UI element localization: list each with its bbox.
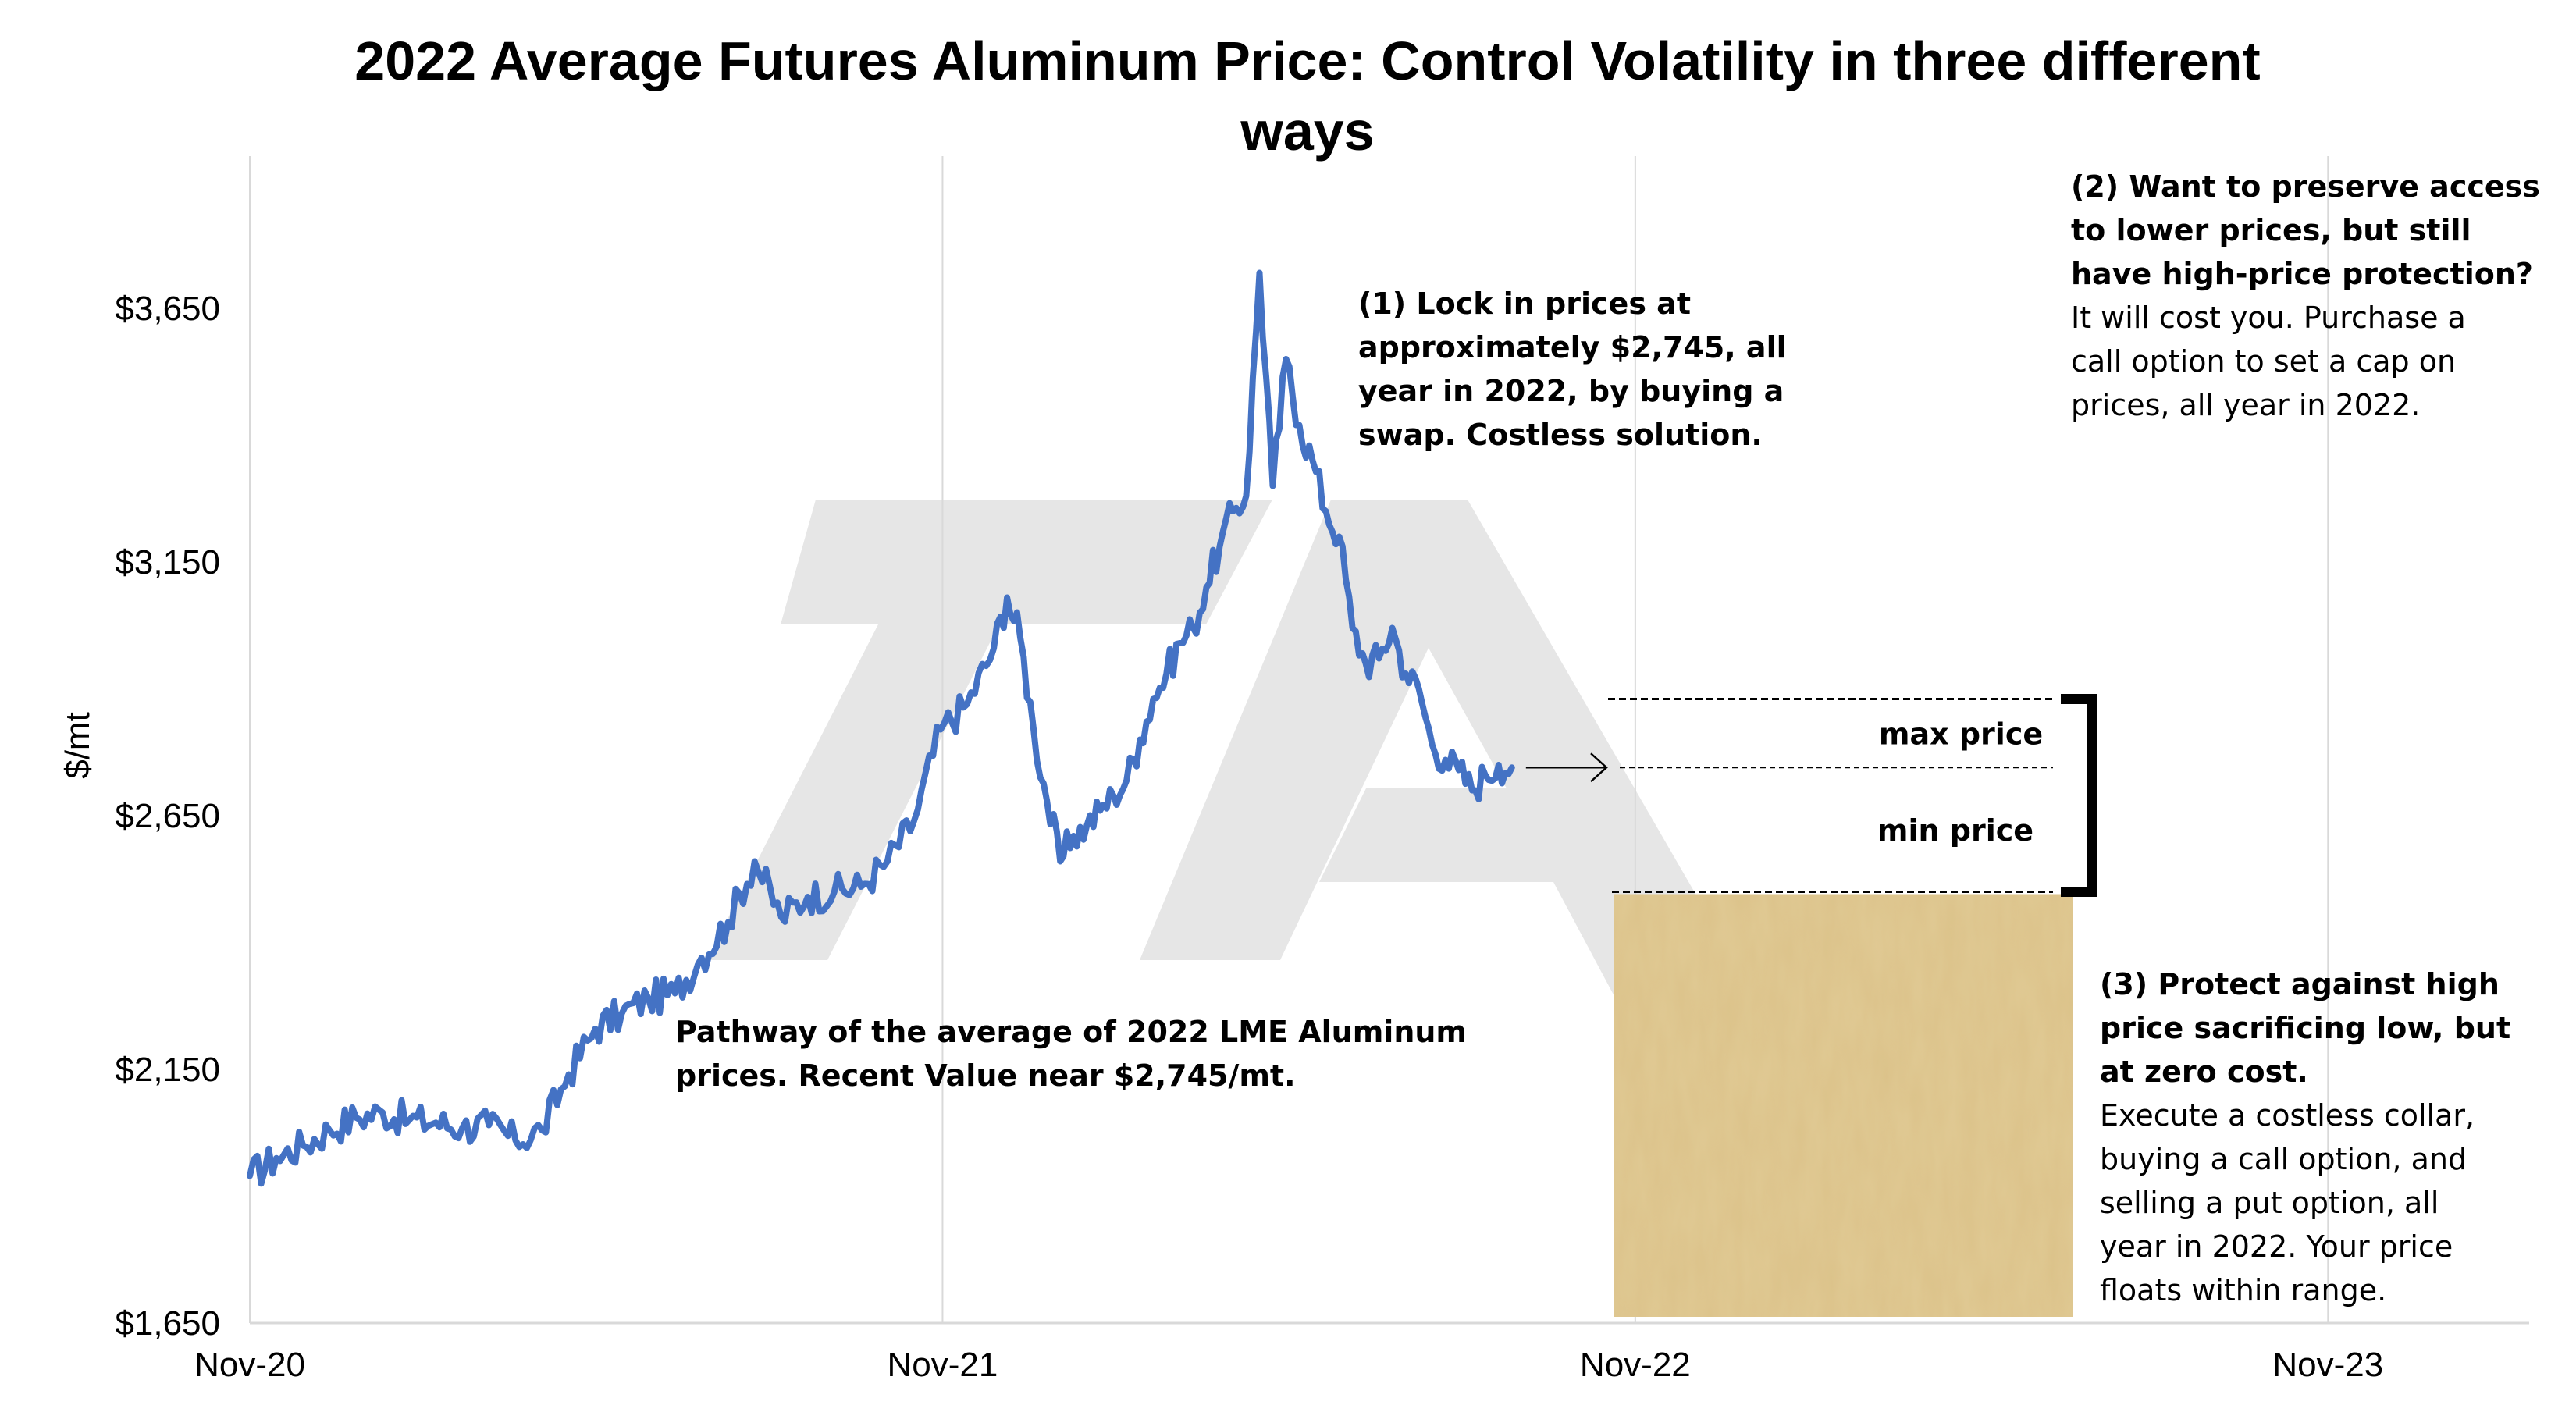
aluminum-price-line [247,269,1515,1187]
y-tick-label: $2,650 [115,797,220,835]
x-tick-label: Nov-23 [2272,1346,2383,1384]
chart-title-line-2: ways [1240,101,1374,162]
y-axis-label: $/mt [59,712,97,779]
chart-title-line-1: 2022 Average Futures Aluminum Price: Con… [354,30,2260,91]
max-price-label: max price [1879,717,2043,751]
y-tick-labels: $1,650 $2,150 $2,650 $3,150 $3,650 [115,290,220,1343]
min-price-label: min price [1877,813,2033,848]
collar-bracket [2061,694,2097,897]
x-tick-label: Nov-21 [888,1346,998,1384]
y-tick-label: $1,650 [115,1304,220,1343]
annotation-swap: (1) Lock in prices at approximately $2,7… [1358,286,1796,452]
chart-title: 2022 Average Futures Aluminum Price: Con… [354,30,2260,162]
annotation-pathway: Pathway of the average of 2022 LME Alumi… [675,1015,1476,1093]
x-tick-labels: Nov-20 Nov-21 Nov-22 Nov-23 [194,1346,2383,1384]
price-floor-block [1614,894,2073,1317]
vertical-gridlines [249,156,2329,1323]
price-arrow [1525,752,1608,783]
x-tick-label: Nov-20 [194,1346,305,1384]
x-tick-label: Nov-22 [1580,1346,1691,1384]
annotation-call-option: (2) Want to preserve access to lower pri… [2071,169,2549,422]
y-tick-label: $2,150 [115,1051,220,1089]
annotation-collar: (3) Protect against high price sacrifici… [2100,967,2520,1307]
y-tick-label: $3,650 [115,290,220,328]
collar-band: max price min price [1525,694,2097,897]
y-tick-label: $3,150 [115,543,220,582]
watermark-logo [706,500,1756,999]
